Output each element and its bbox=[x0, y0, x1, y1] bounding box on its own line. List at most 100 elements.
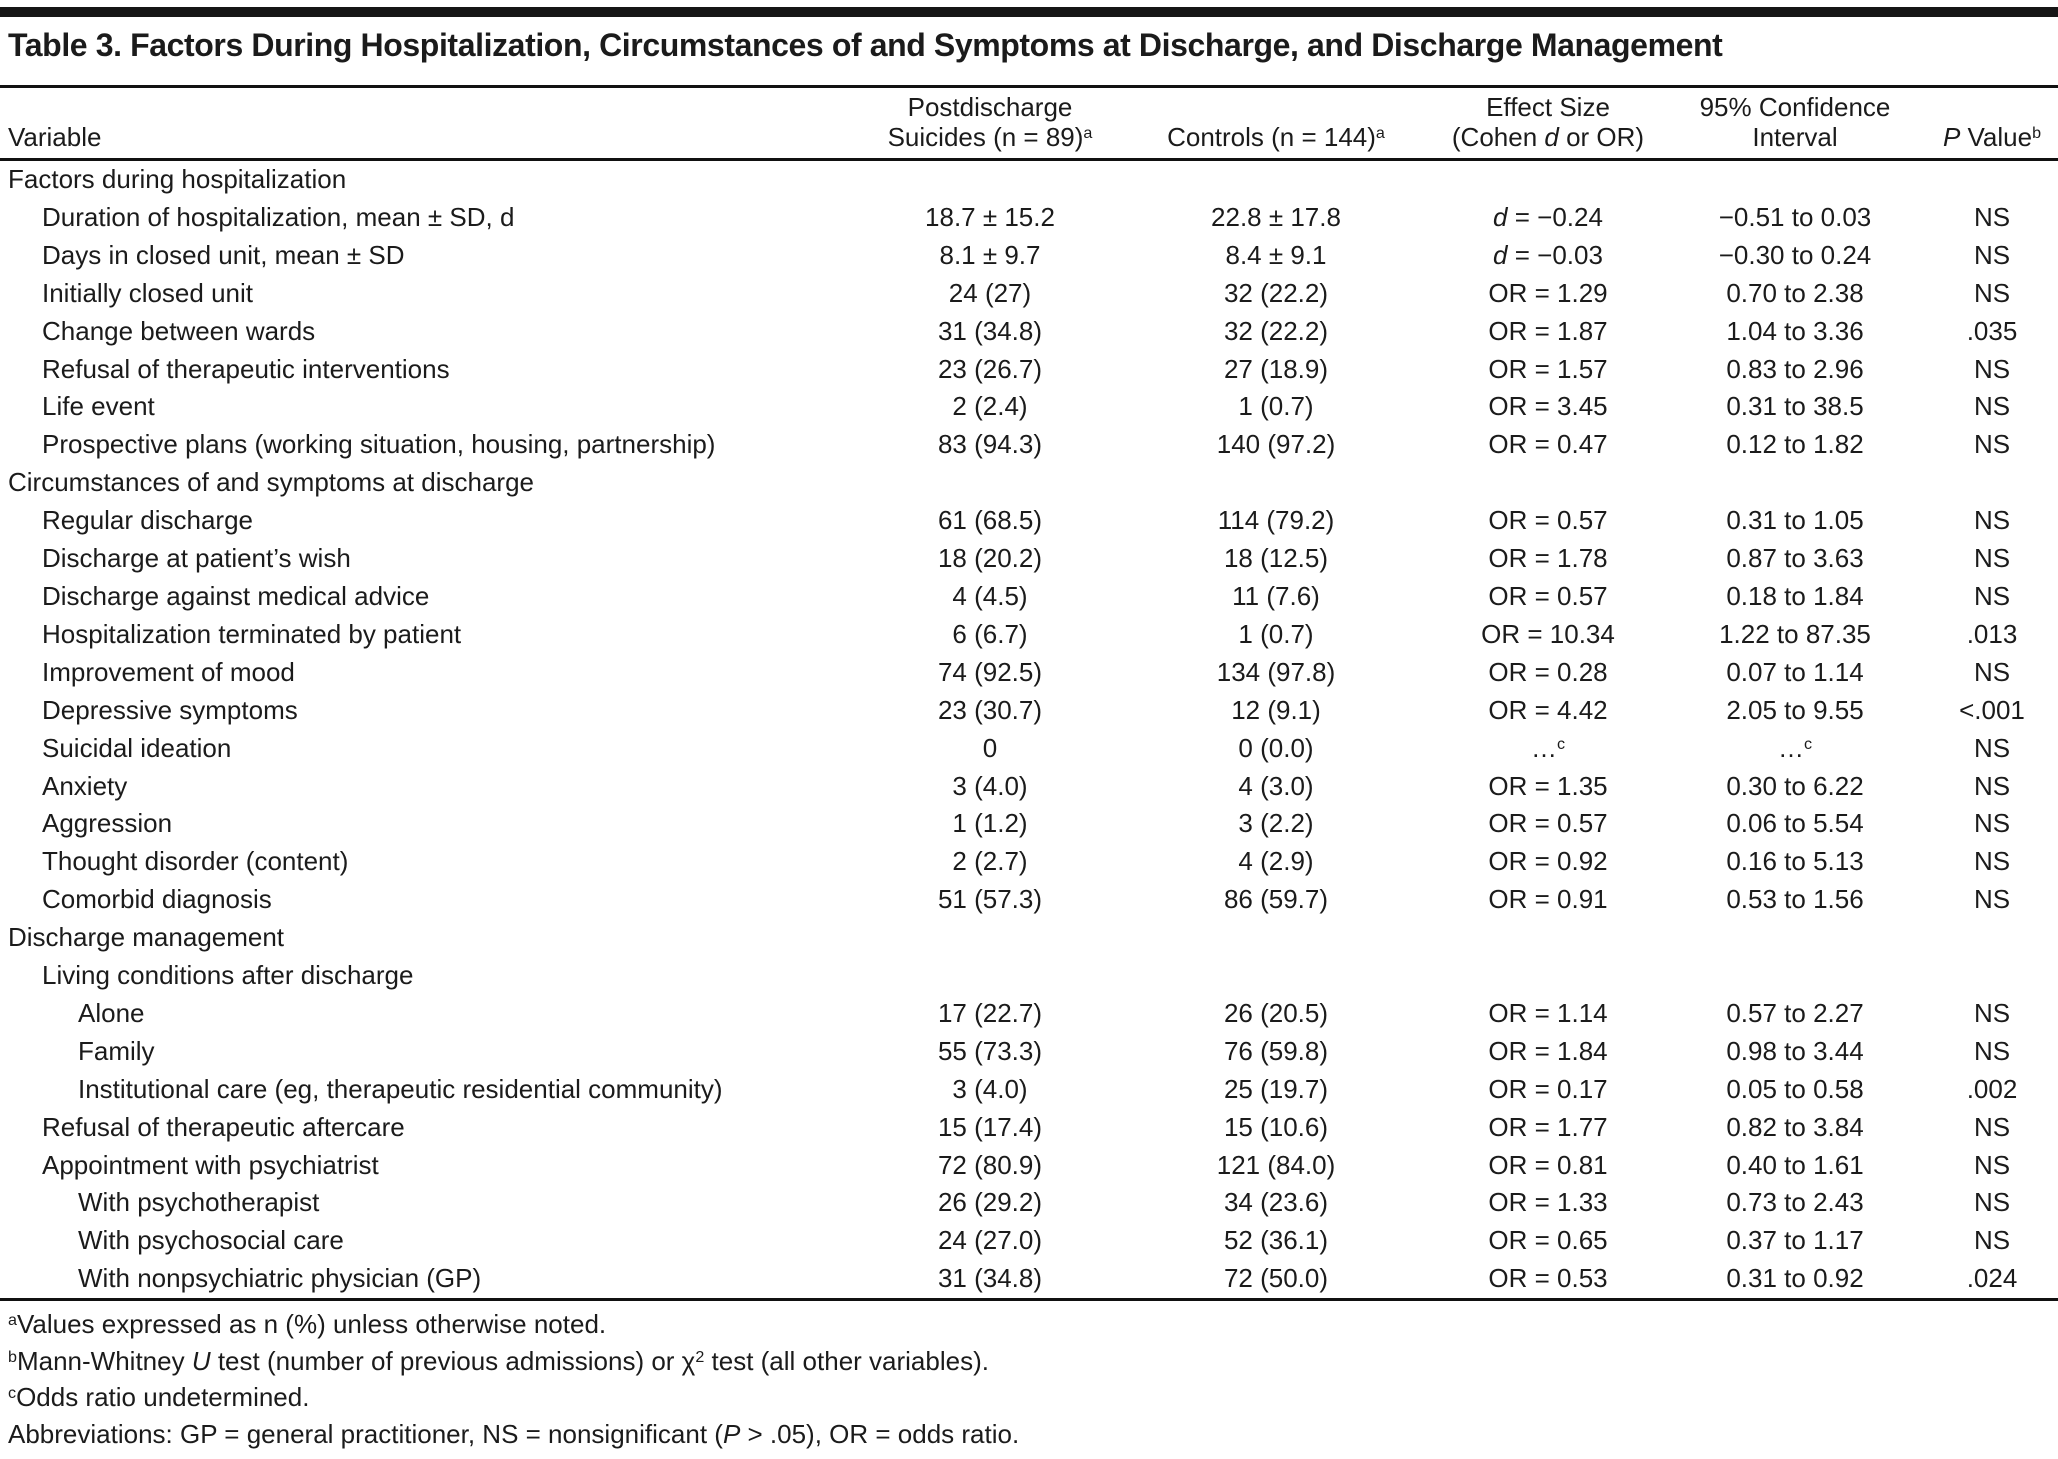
cell-effect-size: OR = 1.29 bbox=[1488, 277, 1608, 308]
table-row: Aggression 1 (1.2) 3 (2.2) OR = 0.57 0.06 to… bbox=[0, 805, 2058, 843]
footnote-b: bMann-Whitney U test (number of previous… bbox=[8, 1345, 989, 1376]
cell-p-value bbox=[1926, 160, 2058, 199]
table-row: Regular discharge 61 (68.5) 114 (79.2) OR =… bbox=[0, 502, 2058, 540]
cell-suicides: 6 (6.7) bbox=[952, 618, 1028, 649]
cell-suicides: 24 (27) bbox=[948, 277, 1032, 308]
cell-suicides bbox=[860, 160, 1120, 199]
cell-suicides: 4 (4.5) bbox=[952, 580, 1028, 611]
table-row: With nonpsychiatric physician (GP) 31 (34… bbox=[0, 1260, 2058, 1302]
table-row: Living conditions after discharge bbox=[0, 957, 2058, 995]
cell-controls: 140 (97.2) bbox=[1216, 429, 1336, 460]
cell-effect-size: d = −0.03 bbox=[1493, 239, 1603, 270]
cell-effect-size: OR = 1.87 bbox=[1488, 315, 1608, 346]
table-row: Depressive symptoms 23 (30.7) 12 (9.1) OR =… bbox=[0, 692, 2058, 730]
table-row: Refusal of therapeutic interventions 23 (… bbox=[0, 351, 2058, 389]
cell-effect-size: OR = 1.14 bbox=[1488, 997, 1608, 1028]
cell-suicides bbox=[860, 464, 1120, 502]
cell-confidence-interval: 0.12 to 1.82 bbox=[1726, 429, 1864, 460]
cell-variable: Factors during hospitalization bbox=[8, 164, 347, 194]
cell-controls: 1 (0.7) bbox=[1238, 391, 1314, 422]
cell-controls: 3 (2.2) bbox=[1238, 808, 1314, 839]
cell-confidence-interval: …c bbox=[1777, 732, 1813, 763]
cell-suicides: 61 (68.5) bbox=[937, 505, 1043, 536]
footnotes: aValues expressed as n (%) unless otherw… bbox=[0, 1301, 2058, 1452]
cell-effect-size: OR = 3.45 bbox=[1488, 391, 1608, 422]
cell-effect-size: OR = 0.57 bbox=[1488, 808, 1608, 839]
cell-confidence-interval: 0.98 to 3.44 bbox=[1726, 1035, 1864, 1066]
cell-variable: Depressive symptoms bbox=[42, 694, 298, 725]
cell-p-value: NS bbox=[1973, 580, 2011, 611]
table-row: Initially closed unit 24 (27) 32 (22.2) OR … bbox=[0, 275, 2058, 313]
cell-confidence-interval: 0.73 to 2.43 bbox=[1726, 1187, 1864, 1218]
cell-p-value bbox=[1926, 464, 2058, 502]
table-body: Factors during hospitalization Duration o… bbox=[0, 160, 2058, 1302]
footnote-c: cOdds ratio undetermined. bbox=[8, 1382, 310, 1413]
cell-suicides: 23 (30.7) bbox=[937, 694, 1043, 725]
col-header-effect-size: Effect Size (Cohen d or OR) bbox=[1432, 88, 1664, 161]
cell-p-value: NS bbox=[1973, 1111, 2011, 1142]
cell-controls: 0 (0.0) bbox=[1238, 732, 1314, 763]
cell-variable: Improvement of mood bbox=[42, 656, 295, 687]
cell-variable: With psychotherapist bbox=[78, 1187, 320, 1218]
cell-p-value: NS bbox=[1973, 808, 2011, 839]
cell-variable: Refusal of therapeutic interventions bbox=[42, 353, 450, 384]
cell-p-value: NS bbox=[1973, 997, 2011, 1028]
cell-variable: Circumstances of and symptoms at dischar… bbox=[8, 467, 534, 498]
cell-confidence-interval bbox=[1664, 919, 1926, 957]
cell-suicides: 0 bbox=[982, 732, 998, 763]
cell-controls: 11 (7.6) bbox=[1232, 580, 1320, 611]
cell-confidence-interval: 0.06 to 5.54 bbox=[1726, 808, 1864, 839]
cell-effect-size: …c bbox=[1530, 732, 1566, 763]
cell-controls: 12 (9.1) bbox=[1231, 694, 1321, 725]
cell-variable: Thought disorder (content) bbox=[42, 846, 349, 877]
cell-controls: 4 (3.0) bbox=[1238, 770, 1314, 801]
cell-controls: 114 (79.2) bbox=[1217, 505, 1335, 536]
cell-effect-size: d = −0.24 bbox=[1493, 201, 1603, 232]
cell-suicides: 31 (34.8) bbox=[937, 315, 1043, 346]
cell-confidence-interval: −0.51 to 0.03 bbox=[1718, 201, 1872, 232]
section-row: Factors during hospitalization bbox=[0, 160, 2058, 199]
table-title: Table 3. Factors During Hospitalization,… bbox=[0, 17, 2058, 88]
cell-p-value: .024 bbox=[1926, 1260, 2058, 1302]
cell-variable: Prospective plans (working situation, ho… bbox=[42, 429, 716, 460]
cell-variable: Days in closed unit, mean ± SD bbox=[42, 239, 405, 270]
cell-p-value: NS bbox=[1973, 1035, 2011, 1066]
cell-controls bbox=[1120, 919, 1432, 957]
cell-controls: 1 (0.7) bbox=[1238, 618, 1314, 649]
cell-variable: Initially closed unit bbox=[42, 277, 253, 308]
cell-variable: Change between wards bbox=[42, 315, 316, 346]
cell-effect-size: OR = 0.91 bbox=[1488, 884, 1608, 915]
cell-suicides: 23 (26.7) bbox=[937, 353, 1043, 384]
cell-effect-size bbox=[1432, 160, 1664, 199]
cell-effect-size bbox=[1432, 464, 1664, 502]
cell-variable: Discharge at patient’s wish bbox=[42, 543, 351, 574]
cell-suicides: 26 (29.2) bbox=[937, 1187, 1043, 1218]
cell-variable: Life event bbox=[42, 391, 155, 422]
cell-confidence-interval: 0.31 to 0.92 bbox=[1664, 1260, 1926, 1302]
cell-effect-size: OR = 10.34 bbox=[1481, 618, 1615, 649]
cell-p-value: NS bbox=[1973, 429, 2011, 460]
table-row: Refusal of therapeutic aftercare 15 (17.4… bbox=[0, 1109, 2058, 1147]
cell-controls: 18 (12.5) bbox=[1223, 543, 1329, 574]
cell-effect-size: OR = 0.17 bbox=[1488, 1073, 1608, 1104]
table-row: Change between wards 31 (34.8) 32 (22.2) OR… bbox=[0, 313, 2058, 351]
table-row: Discharge against medical advice 4 (4.5) 1… bbox=[0, 578, 2058, 616]
footnote-marker: c bbox=[8, 1384, 17, 1403]
cell-effect-size: OR = 1.78 bbox=[1488, 543, 1608, 574]
footnote-c-marker: c bbox=[1803, 734, 1813, 753]
cell-controls: 32 (22.2) bbox=[1223, 277, 1329, 308]
cell-suicides: 17 (22.7) bbox=[937, 997, 1043, 1028]
cell-confidence-interval: 0.83 to 2.96 bbox=[1726, 353, 1864, 384]
cell-confidence-interval: 0.70 to 2.38 bbox=[1726, 277, 1864, 308]
cell-variable: Suicidal ideation bbox=[42, 732, 232, 763]
cell-effect-size: OR = 1.33 bbox=[1488, 1187, 1608, 1218]
cell-suicides: 2 (2.4) bbox=[952, 391, 1028, 422]
cell-p-value: NS bbox=[1973, 201, 2011, 232]
cell-variable: Regular discharge bbox=[42, 505, 254, 536]
cell-p-value: NS bbox=[1973, 543, 2011, 574]
cell-effect-size: OR = 0.57 bbox=[1488, 580, 1608, 611]
cell-controls bbox=[1120, 957, 1432, 995]
table-row: Anxiety 3 (4.0) 4 (3.0) OR = 1.35 0.30 to 6.… bbox=[0, 768, 2058, 806]
cell-p-value: NS bbox=[1973, 1187, 2011, 1218]
cell-controls: 134 (97.8) bbox=[1216, 656, 1336, 687]
